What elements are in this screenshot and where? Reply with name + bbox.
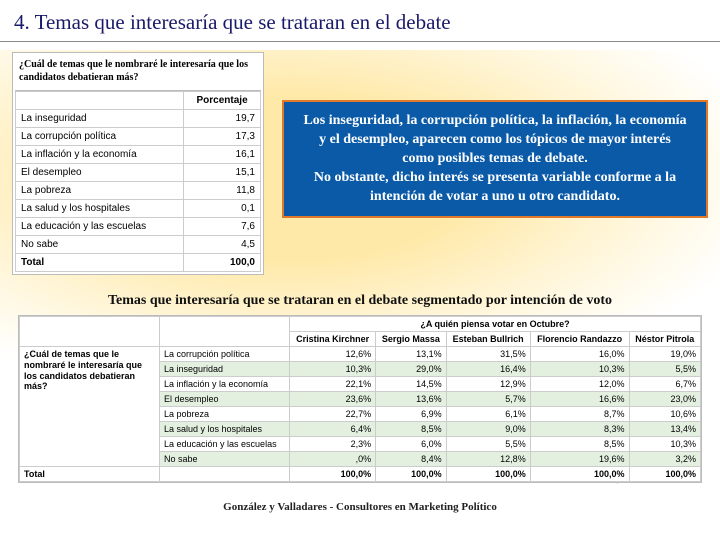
t2-row-label: La educación y las escuelas bbox=[160, 437, 290, 452]
table1-col-header: Porcentaje bbox=[184, 92, 261, 110]
segment-subtitle: Temas que interesaría que se trataran en… bbox=[0, 293, 720, 309]
t2-cell: 3,2% bbox=[629, 452, 701, 467]
t2-cell: 16,0% bbox=[530, 347, 629, 362]
t2-cell: 10,6% bbox=[629, 407, 701, 422]
table1-blank-header bbox=[16, 92, 184, 110]
t2-total-cell: 100,0% bbox=[629, 467, 701, 482]
footer-credit: González y Valladares - Consultores en M… bbox=[0, 501, 720, 513]
t2-total-cell: 100,0% bbox=[530, 467, 629, 482]
t2-cell: 12,8% bbox=[446, 452, 530, 467]
t2-row-label: La pobreza bbox=[160, 407, 290, 422]
t2-candidate-header: Néstor Pitrola bbox=[629, 332, 701, 347]
table1-row-label: La corrupción política bbox=[16, 128, 184, 146]
t2-cell: 5,5% bbox=[629, 362, 701, 377]
t2-cell: 12,9% bbox=[446, 377, 530, 392]
t2-cell: ,0% bbox=[290, 452, 376, 467]
table1-row-value: 0,1 bbox=[184, 200, 261, 218]
table1-row-value: 7,6 bbox=[184, 218, 261, 236]
t2-cell: 12,0% bbox=[530, 377, 629, 392]
t2-superheader: ¿A quién piensa votar en Octubre? bbox=[290, 317, 701, 332]
t2-candidate-header: Esteban Bullrich bbox=[446, 332, 530, 347]
t2-cell: 13,1% bbox=[376, 347, 446, 362]
table1-row-value: 4,5 bbox=[184, 236, 261, 254]
t2-cell: 22,7% bbox=[290, 407, 376, 422]
t2-cell: 2,3% bbox=[290, 437, 376, 452]
t2-cell: 9,0% bbox=[446, 422, 530, 437]
table1-row-label: La inflación y la economía bbox=[16, 146, 184, 164]
t2-candidate-header: Florencio Randazzo bbox=[530, 332, 629, 347]
t2-row-label: La inflación y la economía bbox=[160, 377, 290, 392]
table1-row-label: El desempleo bbox=[16, 164, 184, 182]
t2-cell: 23,6% bbox=[290, 392, 376, 407]
table1-question: ¿Cuál de temas que le nombraré le intere… bbox=[15, 55, 261, 91]
table1-row-label: La salud y los hospitales bbox=[16, 200, 184, 218]
table1-total-label: Total bbox=[16, 254, 184, 272]
table1-row-value: 19,7 bbox=[184, 110, 261, 128]
t2-candidate-header: Sergio Massa bbox=[376, 332, 446, 347]
t2-cell: 13,6% bbox=[376, 392, 446, 407]
analysis-p2: No obstante, dicho interés se presenta v… bbox=[314, 170, 676, 204]
t2-cell: 16,6% bbox=[530, 392, 629, 407]
t2-cell: 6,0% bbox=[376, 437, 446, 452]
table1-total-value: 100,0 bbox=[184, 254, 261, 272]
table1-row-label: No sabe bbox=[16, 236, 184, 254]
table1-row-value: 17,3 bbox=[184, 128, 261, 146]
t2-total-label-left: Total bbox=[20, 467, 160, 482]
t2-cell: 5,5% bbox=[446, 437, 530, 452]
t2-blank bbox=[20, 317, 160, 347]
table1-row-value: 16,1 bbox=[184, 146, 261, 164]
t2-row-label: La salud y los hospitales bbox=[160, 422, 290, 437]
t2-row-label: La corrupción política bbox=[160, 347, 290, 362]
t2-row-label: El desempleo bbox=[160, 392, 290, 407]
t2-cell: 8,3% bbox=[530, 422, 629, 437]
table1-row-label: La pobreza bbox=[16, 182, 184, 200]
t2-cell: 8,5% bbox=[376, 422, 446, 437]
t2-total-cell: 100,0% bbox=[446, 467, 530, 482]
table-topics-by-candidate: ¿A quién piensa votar en Octubre?Cristin… bbox=[18, 315, 702, 483]
t2-candidate-header: Cristina Kirchner bbox=[290, 332, 376, 347]
t2-cell: 12,6% bbox=[290, 347, 376, 362]
table1-row-label: La inseguridad bbox=[16, 110, 184, 128]
t2-cell: 19,6% bbox=[530, 452, 629, 467]
table1-row-value: 11,8 bbox=[184, 182, 261, 200]
t2-cell: 10,3% bbox=[290, 362, 376, 377]
table-topics-overall: ¿Cuál de temas que le nombraré le intere… bbox=[12, 52, 264, 275]
t2-cell: 22,1% bbox=[290, 377, 376, 392]
t2-cell: 8,5% bbox=[530, 437, 629, 452]
t2-cell: 16,4% bbox=[446, 362, 530, 377]
t2-row-label: La inseguridad bbox=[160, 362, 290, 377]
t2-total-label bbox=[160, 467, 290, 482]
t2-total-cell: 100,0% bbox=[290, 467, 376, 482]
t2-cell: 23,0% bbox=[629, 392, 701, 407]
t2-cell: 8,7% bbox=[530, 407, 629, 422]
t2-cell: 31,5% bbox=[446, 347, 530, 362]
t2-cell: 6,7% bbox=[629, 377, 701, 392]
t2-cell: 8,4% bbox=[376, 452, 446, 467]
slide-title: 4. Temas que interesaría que se trataran… bbox=[0, 0, 720, 41]
t2-cell: 14,5% bbox=[376, 377, 446, 392]
t2-cell: 10,3% bbox=[629, 437, 701, 452]
t2-cell: 5,7% bbox=[446, 392, 530, 407]
t2-total-cell: 100,0% bbox=[376, 467, 446, 482]
t2-row-question: ¿Cuál de temas que le nombraré le intere… bbox=[20, 347, 160, 467]
t2-blank2 bbox=[160, 317, 290, 347]
t2-cell: 10,3% bbox=[530, 362, 629, 377]
t2-cell: 6,1% bbox=[446, 407, 530, 422]
table1-row-label: La educación y las escuelas bbox=[16, 218, 184, 236]
table1-row-value: 15,1 bbox=[184, 164, 261, 182]
t2-cell: 6,9% bbox=[376, 407, 446, 422]
t2-cell: 6,4% bbox=[290, 422, 376, 437]
t2-cell: 19,0% bbox=[629, 347, 701, 362]
title-rule bbox=[0, 41, 720, 42]
t2-cell: 13,4% bbox=[629, 422, 701, 437]
t2-cell: 29,0% bbox=[376, 362, 446, 377]
t2-row-label: No sabe bbox=[160, 452, 290, 467]
analysis-callout: Los inseguridad, la corrupción política,… bbox=[282, 100, 708, 218]
analysis-p1: Los inseguridad, la corrupción política,… bbox=[303, 113, 686, 166]
